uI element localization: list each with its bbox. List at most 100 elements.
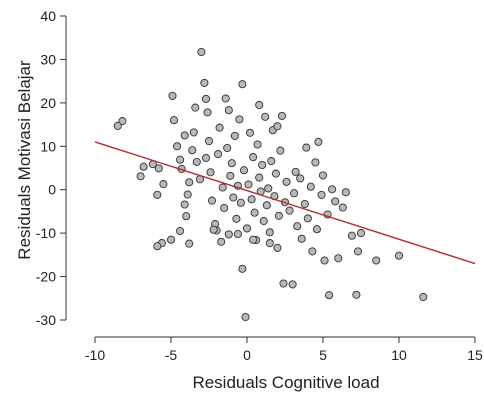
y-axis-ticks: -30 -20 -10 0 10 20 30 40 [36, 8, 66, 328]
data-point [303, 214, 312, 223]
data-point [217, 237, 226, 246]
data-point [249, 235, 258, 244]
data-point [274, 211, 283, 220]
data-point [279, 279, 288, 288]
data-point [317, 190, 326, 199]
data-point [238, 80, 247, 89]
data-point [224, 230, 233, 239]
data-point [215, 123, 224, 132]
data-point [273, 122, 282, 131]
data-point [318, 171, 328, 180]
y-tick-label: -20 [36, 269, 56, 285]
data-point [255, 100, 264, 110]
data-point [325, 291, 334, 300]
data-point [419, 292, 428, 302]
data-point [255, 173, 264, 182]
data-point [308, 247, 317, 256]
data-point [245, 128, 255, 137]
y-tick-label: 0 [48, 182, 56, 198]
data-point [264, 184, 273, 193]
data-point [169, 116, 179, 125]
data-point [334, 254, 343, 263]
data-point [185, 178, 194, 187]
data-point [192, 157, 201, 166]
data-point [293, 222, 302, 231]
data-point [227, 159, 236, 168]
data-point [249, 153, 258, 162]
data-point [218, 183, 227, 192]
data-point [185, 239, 194, 248]
data-point [296, 174, 305, 183]
data-point [241, 312, 250, 322]
x-tick-label: -10 [85, 347, 105, 363]
regression-line [94, 141, 476, 265]
data-point [239, 166, 249, 175]
data-point [347, 231, 356, 240]
data-point [220, 203, 229, 213]
data-point [291, 167, 300, 176]
data-point [232, 214, 241, 223]
x-tick-label: 5 [319, 347, 327, 363]
y-tick-label: 40 [40, 8, 56, 24]
data-point [273, 243, 282, 252]
data-point [139, 162, 148, 171]
data-point [173, 142, 182, 151]
data-point [285, 206, 294, 215]
data-point [352, 290, 361, 299]
x-tick-label: 0 [243, 347, 251, 363]
data-point [265, 239, 274, 248]
x-tick-label: 10 [391, 347, 407, 363]
data-point [233, 229, 242, 239]
data-point [314, 137, 323, 146]
data-point [188, 146, 197, 155]
data-point [250, 208, 259, 217]
data-point [320, 256, 329, 265]
data-point [288, 280, 297, 289]
data-point [253, 140, 262, 149]
data-point [182, 212, 191, 221]
data-point [300, 199, 309, 209]
data-point [183, 190, 192, 199]
x-axis-ticks: -10 -5 0 5 10 15 [85, 337, 483, 363]
data-point [204, 137, 214, 146]
data-point [259, 216, 268, 226]
data-point [197, 47, 206, 57]
data-point [312, 225, 321, 234]
data-point [113, 121, 122, 130]
y-tick-label: -10 [36, 225, 56, 241]
data-point [290, 189, 299, 198]
data-point [214, 150, 223, 159]
data-point [168, 91, 177, 100]
data-point [176, 155, 185, 164]
y-tick-label: 30 [40, 51, 56, 67]
y-tick-label: 10 [40, 138, 56, 154]
data-point [136, 172, 145, 181]
x-tick-label: 15 [467, 347, 483, 363]
data-point [306, 182, 315, 191]
data-point [180, 200, 189, 209]
y-tick-label: -30 [36, 312, 56, 328]
data-point [297, 234, 306, 243]
data-point [356, 229, 366, 238]
data-point [153, 242, 162, 251]
data-point [201, 94, 211, 103]
data-point [229, 193, 238, 202]
data-point [230, 131, 239, 140]
data-point [153, 190, 162, 199]
data-point [341, 188, 350, 197]
data-point [262, 201, 271, 210]
data-point [265, 228, 274, 237]
data-point [242, 224, 252, 233]
data-point [328, 185, 337, 194]
data-point [235, 115, 244, 124]
data-point [191, 103, 200, 112]
data-point [236, 198, 245, 207]
data-point [223, 143, 232, 153]
data-point [394, 251, 404, 260]
x-axis-title: Residuals Cognitive load [192, 373, 379, 392]
data-point [261, 112, 270, 121]
y-axis-title: Residuals Motivasi Belajar [15, 60, 34, 260]
axes: -30 -20 -10 0 10 20 30 40 -10 -5 0 5 10 15 [36, 8, 483, 363]
data-point [247, 195, 256, 204]
data-point [221, 94, 230, 103]
